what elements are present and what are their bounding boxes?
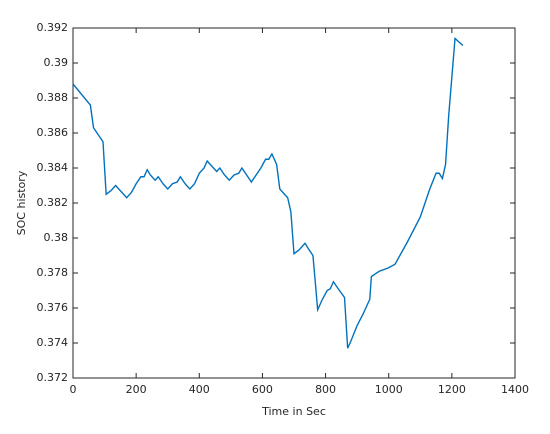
x-tick-label: 400 [189,383,210,396]
y-tick-label: 0.374 [37,336,69,349]
y-tick-label: 0.386 [37,126,69,139]
y-tick-label: 0.376 [37,301,69,314]
data-line [72,37,464,349]
y-axis-label: SOC history [15,170,28,235]
y-tick-label: 0.388 [37,91,69,104]
x-tick-label: 1400 [501,383,529,396]
y-tick-label: 0.372 [37,371,69,384]
x-axis-label: Time in Sec [261,405,326,418]
y-tick-label: 0.38 [44,231,69,244]
y-tick-label: 0.39 [44,56,69,69]
y-tick-label: 0.378 [37,266,69,279]
x-tick-label: 600 [252,383,273,396]
y-tick-label: 0.392 [37,21,69,34]
x-tick-label: 1200 [438,383,466,396]
x-tick-label: 1000 [375,383,403,396]
x-tick-label: 200 [126,383,147,396]
x-tick-label: 0 [70,383,77,396]
y-tick-label: 0.382 [37,196,69,209]
y-tick-label: 0.384 [37,161,69,174]
x-tick-label: 800 [315,383,336,396]
plot-frame [72,27,516,379]
